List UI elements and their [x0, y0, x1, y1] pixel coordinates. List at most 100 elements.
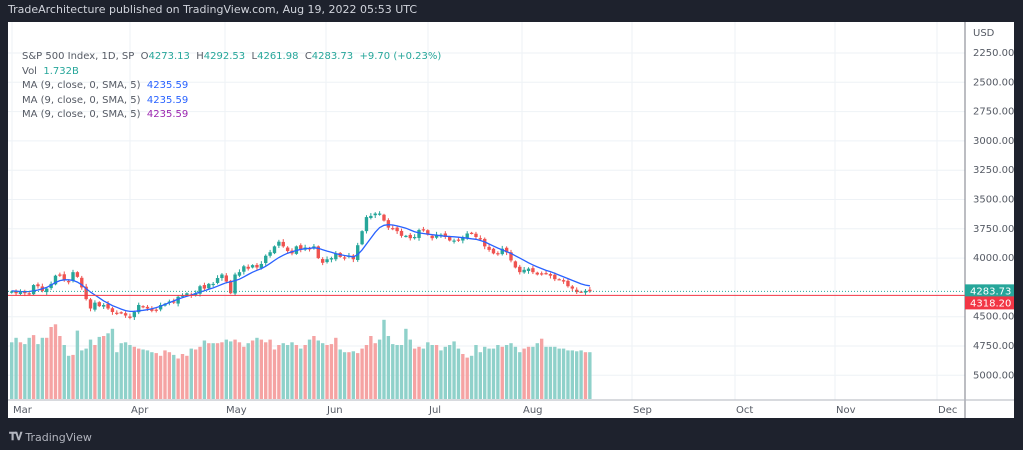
volume-bar [483, 346, 487, 399]
candle-body [443, 233, 447, 238]
volume-bar [167, 352, 172, 399]
time-tick-label: Mar [13, 405, 33, 416]
volume-bar [356, 353, 360, 399]
candle-body [513, 261, 518, 268]
price-tick-label: 2500.00 [973, 77, 1014, 88]
candle-body [180, 295, 185, 297]
time-tick-label: Jul [428, 405, 441, 416]
candle-body [504, 247, 509, 253]
volume-bar [237, 342, 242, 399]
candle-body [561, 280, 566, 282]
candle-body [97, 302, 101, 307]
candle-body [132, 312, 137, 318]
ma-row-1[interactable]: MA (9, close, 0, SMA, 5) 4235.59 [22, 79, 441, 94]
candle-body [154, 309, 158, 311]
high-label: H [196, 51, 204, 62]
volume-bar [193, 349, 198, 399]
candle-body [426, 230, 430, 235]
volume-bar [97, 336, 101, 399]
volume-bar [544, 346, 548, 399]
open-label: O [140, 51, 149, 62]
volume-bar [465, 357, 469, 399]
volume-bar [220, 342, 224, 399]
candle-body [18, 292, 23, 294]
volume-bar [478, 352, 483, 399]
volume-bar [233, 339, 237, 399]
volume-bar [509, 343, 513, 399]
volume-bar [364, 345, 369, 399]
candle-body [285, 247, 290, 252]
volume-bar [62, 345, 66, 399]
candle-body [526, 268, 531, 271]
volume-bar [452, 341, 456, 399]
volume-bar [443, 346, 447, 399]
volume-bar [128, 345, 132, 399]
candle-body [242, 266, 246, 272]
price-tick-label: 3500.00 [973, 195, 1014, 206]
candle-body [342, 257, 347, 259]
time-tick-label: Oct [736, 405, 753, 416]
candle-body [566, 280, 570, 287]
candle-body [535, 272, 539, 275]
candle-body [518, 266, 522, 273]
volume-bar [430, 345, 434, 399]
price-tick-label: 2750.00 [973, 107, 1014, 118]
ma-value: 4235.59 [146, 94, 189, 106]
ma-row-3[interactable]: MA (9, close, 0, SMA, 5) 4235.59 [22, 108, 441, 123]
candle-body [469, 232, 474, 234]
candle-body [264, 255, 268, 264]
volume-bar [18, 342, 23, 399]
price-tick-label: 3000.00 [973, 136, 1014, 147]
candle-body [14, 291, 18, 294]
price-badge-last [965, 284, 1014, 298]
volume-bar [369, 336, 373, 399]
candle-body [430, 235, 434, 239]
volume-bar [399, 345, 404, 399]
candle-body [207, 283, 211, 289]
volume-bar [338, 349, 342, 399]
candle-body [58, 274, 62, 276]
volume-bar [119, 343, 123, 399]
candle-body [115, 312, 119, 314]
candle-body [202, 285, 207, 289]
chart-frame[interactable]: USD 2250.00 2500.00 2750.00 3000.00 3250.00 35… [8, 22, 1014, 418]
volume-bar [539, 338, 544, 399]
volume-bar [421, 348, 426, 399]
volume-bar [325, 345, 329, 399]
volume-bar [215, 343, 220, 399]
candle-body [49, 283, 53, 289]
candle-body [325, 259, 329, 263]
volume-bar [334, 337, 338, 399]
candle-body [329, 258, 334, 260]
volume-bar [469, 355, 474, 399]
volume-bar [180, 354, 185, 399]
candle-body [404, 235, 408, 238]
volume-bar [145, 350, 150, 399]
candle-body [123, 313, 128, 316]
candle-body [268, 252, 272, 256]
tradingview-logo[interactable]: 𝐓𝐕 TradingView [9, 430, 92, 444]
price-chart[interactable]: USD 2250.00 2500.00 2750.00 3000.00 3250.00 35… [8, 22, 1014, 418]
candle-body [399, 230, 404, 236]
volume-bar [80, 350, 84, 399]
volume-bar [307, 339, 312, 399]
candle-body [145, 306, 150, 309]
candle-body [62, 274, 66, 281]
candle-body [128, 316, 132, 318]
ma-row-2[interactable]: MA (9, close, 0, SMA, 5) 4235.59 [22, 94, 441, 109]
volume-bar [548, 346, 553, 399]
candle-body [80, 277, 84, 288]
volume-bar [294, 345, 299, 399]
volume-bar [49, 327, 53, 399]
volume-bar [531, 346, 535, 399]
volume-bar [66, 355, 71, 399]
candle-body [10, 291, 14, 293]
candle-body [417, 229, 421, 238]
price-tick-label: 4000.00 [973, 253, 1014, 264]
volume-bar [395, 345, 399, 399]
volume-bar [84, 348, 88, 399]
low-label: L [251, 51, 258, 62]
candle-body [583, 290, 588, 293]
volume-bar [189, 348, 193, 399]
candle-body [548, 274, 553, 276]
